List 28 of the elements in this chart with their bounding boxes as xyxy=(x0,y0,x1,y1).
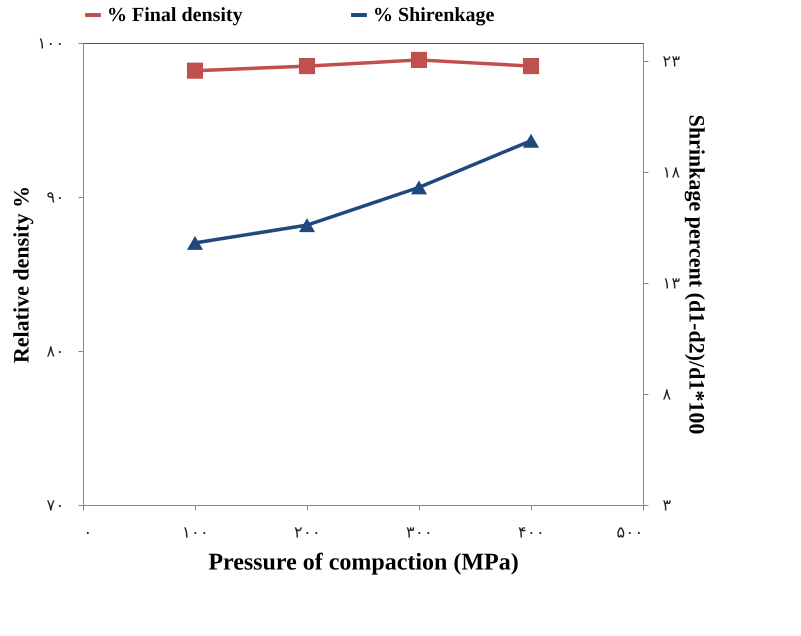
x-axis-title: Pressure of compaction (MPa) xyxy=(208,550,519,576)
x-tick-label: ۳۰۰ xyxy=(406,524,433,542)
y-tick-label: ۸۰ xyxy=(46,344,64,360)
point xyxy=(186,62,204,79)
y2-axis-title: Shrinkage percent (d1-d2)/d1*100 xyxy=(684,114,710,434)
point xyxy=(186,236,204,250)
x-tick-label: ۲۰۰ xyxy=(294,524,321,542)
y-tick-label: ۹۰ xyxy=(46,190,64,206)
point xyxy=(410,180,428,194)
point xyxy=(410,52,428,68)
point xyxy=(522,58,540,74)
x-tick-label: ۱۰۰ xyxy=(182,524,209,542)
y2-tick-label: ۱۳ xyxy=(662,275,680,292)
point xyxy=(298,58,316,74)
point xyxy=(522,134,540,148)
y-tick-label: ۱۰۰ xyxy=(38,36,64,52)
y2-tick-label: ۲۳ xyxy=(662,53,680,70)
point xyxy=(298,218,316,232)
y-axis-title: Relative density % xyxy=(8,186,34,364)
y2-tick-label: ۸ xyxy=(662,386,672,404)
legend-label: % Final density xyxy=(107,4,243,26)
x-tick-label: ۴۰۰ xyxy=(518,524,545,542)
y-tick-label: ۷۰ xyxy=(46,498,64,514)
y2-tick-label: ۳ xyxy=(662,498,672,514)
legend-label: % Shirenkage xyxy=(373,4,494,26)
x-tick-label: ۰ xyxy=(84,524,92,542)
y2-tick-label: ۱۸ xyxy=(662,164,680,182)
x-tick-label: ۵۰۰ xyxy=(616,524,644,542)
